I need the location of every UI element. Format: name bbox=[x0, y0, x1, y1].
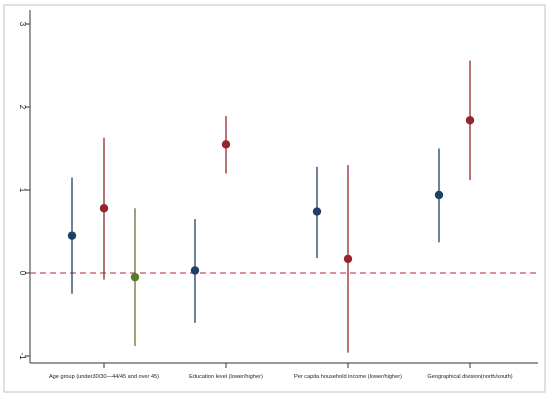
x-tick-label: Education level (lower/higher) bbox=[189, 374, 263, 380]
point-estimate bbox=[434, 190, 444, 200]
point-estimate bbox=[465, 116, 475, 125]
x-tick-label: Per capita household income (lower/highe… bbox=[294, 374, 402, 380]
point-estimate bbox=[190, 266, 200, 275]
y-tick-label: 0 bbox=[18, 271, 27, 276]
point-estimate bbox=[343, 254, 353, 264]
x-tick-label: Geographical division(north/south) bbox=[427, 374, 512, 380]
point-estimate bbox=[221, 140, 231, 149]
y-tick-label: 2 bbox=[18, 105, 27, 110]
point-estimate bbox=[67, 231, 77, 240]
y-tick-label: 3 bbox=[18, 22, 27, 27]
point-estimate bbox=[312, 207, 322, 216]
x-tick-label: Age group (under30/30—44/45 and over 45) bbox=[49, 374, 159, 380]
y-tick-label: -1 bbox=[18, 352, 27, 360]
point-estimate bbox=[99, 204, 109, 213]
y-tick-label: 1 bbox=[18, 188, 27, 193]
point-estimate bbox=[130, 272, 140, 282]
plot-frame bbox=[3, 4, 546, 393]
plot-area: -1 0 1 2 3 Age group (under30/30—44/45 and ov… bbox=[18, 10, 538, 380]
